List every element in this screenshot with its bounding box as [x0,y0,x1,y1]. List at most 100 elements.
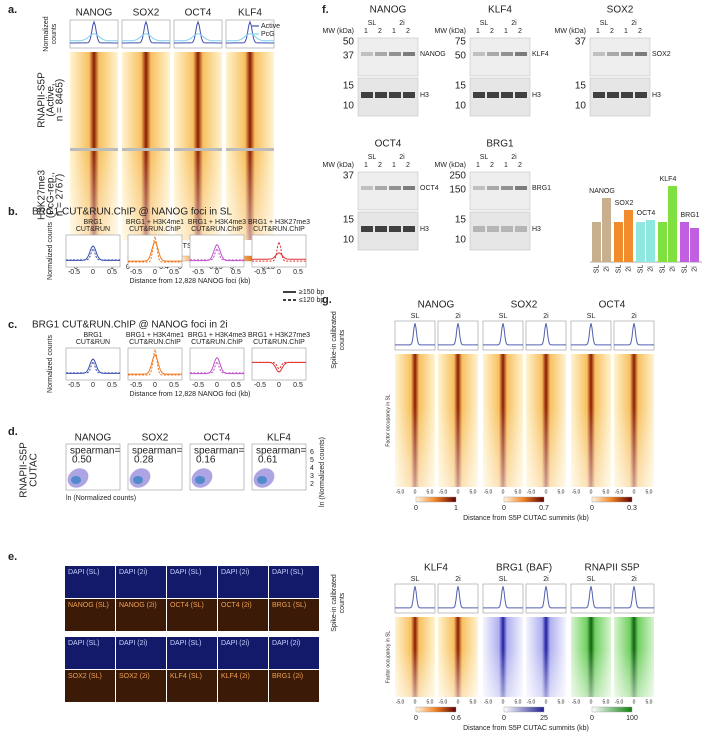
micrograph [269,599,319,631]
colorbar [503,706,545,713]
profile-line [526,586,566,609]
blot-band [621,92,633,98]
x-tick-label: 0 [153,269,157,276]
profile-line [395,323,435,346]
profile-line [614,586,654,609]
column-title: BRG1 + H3K27me3 [248,332,310,339]
blot-band [389,186,401,190]
heatmap-fade [438,649,478,697]
heatmap-fade [483,407,523,487]
heatmap-fade [395,649,435,697]
mw-tick: 15 [343,215,355,226]
column-title: BRG1 + H3K4me1 [126,332,184,339]
profile-line [70,20,118,44]
blot-band [515,226,527,232]
divider [122,148,170,151]
scale-tick: 0 [502,505,506,512]
micrograph-label: DAPI (2i) [221,569,249,576]
lane-label: 1 [596,28,600,35]
blot-band [621,52,633,56]
micrograph-label: DAPI (2i) [119,640,147,647]
category-label: OCT4 [637,210,656,217]
y-tick-label: 3 [310,473,314,480]
x-tick-label: 2i [603,266,610,272]
heatmap-fade [614,649,654,697]
condition-label: 2i [543,576,549,583]
condition-label: 2i [631,20,637,27]
blot-title: KLF4 [488,5,512,16]
profile-line [190,360,244,374]
blot-band [501,186,513,190]
panel-label: e. [8,551,17,563]
blot-band [375,52,387,56]
group-title: BRG1 (BAF) [496,563,552,574]
band-label: SOX2 [652,51,671,58]
scale-tick: 0 [502,715,506,722]
colorbar [415,706,457,713]
condition-label: SL [368,154,377,161]
blot-band [501,52,513,56]
x-tick-label: SL [615,265,622,274]
row-label: (Active, [46,83,57,116]
blot-band [593,52,605,56]
x-tick-label: -0.5 [254,382,266,389]
x-tick-label: 5.0 [603,699,610,705]
side-label: Factor occupancy in SL [385,631,391,683]
profile-line [70,33,118,42]
y-label: CUTAC [29,453,40,487]
blot-membrane [589,37,651,77]
blot-band [593,92,605,98]
profile-line [122,33,170,42]
x-tick-label: 0.5 [169,269,179,276]
condition-label: 2i [455,576,461,583]
column-title: BRG1 + H3K4me3 [188,332,246,339]
column-title: BRG1 + H3K27me3 [248,219,310,226]
blot-title: SOX2 [607,5,634,16]
micrograph-label: NANOG (SL) [68,602,109,609]
column-title: BRG1 [83,332,102,339]
column-title: CUT&RUN.ChIP [253,226,305,233]
condition-label: SL [480,20,489,27]
blot-band [403,186,415,190]
x-tick-label: 2i [625,266,632,272]
micrograph [116,566,166,598]
blot-band [473,186,485,190]
x-tick-label: 5.0 [427,489,434,495]
column-title: KLF4 [267,433,291,444]
panel-label: d. [8,426,18,438]
stat-value: 0.61 [258,455,278,466]
column-title: OCT4 [204,433,231,444]
profile-line [66,245,120,261]
blot-band [361,226,373,232]
x-tick-label: 5.0 [515,489,522,495]
profile-line [526,323,566,346]
column-title: CUT&RUN [76,339,110,346]
legend-text: PcG [261,31,275,38]
x-tick-label: -5.0 [527,699,536,705]
bar [658,222,667,262]
blot-membrane [357,37,419,77]
profile-line [226,20,274,44]
scale-tick: 0.7 [539,505,549,512]
x-tick-label: 5.0 [603,489,610,495]
x-tick-label: -5.0 [396,699,405,705]
blot-band [607,52,619,56]
x-tick-label: 5.0 [558,699,565,705]
band-label: NANOG [420,51,446,58]
y-label: Spike-in calibrated [331,311,338,369]
lane-label: 2 [490,28,494,35]
x-tick-label: 0 [277,382,281,389]
x-tick-label: 0.5 [169,382,179,389]
x-tick-label: 5.0 [646,489,653,495]
x-tick-label: -5.0 [484,699,493,705]
lane-label: 2 [638,28,642,35]
bar [680,222,689,262]
panel-label: a. [8,4,17,16]
x-tick-label: -0.5 [68,269,80,276]
condition-label: SL [499,576,508,583]
blot-band [389,92,401,98]
blot-band [473,92,485,98]
mw-tick: 10 [343,101,355,112]
profile-line [571,586,611,609]
x-tick-label: 0 [457,699,460,705]
